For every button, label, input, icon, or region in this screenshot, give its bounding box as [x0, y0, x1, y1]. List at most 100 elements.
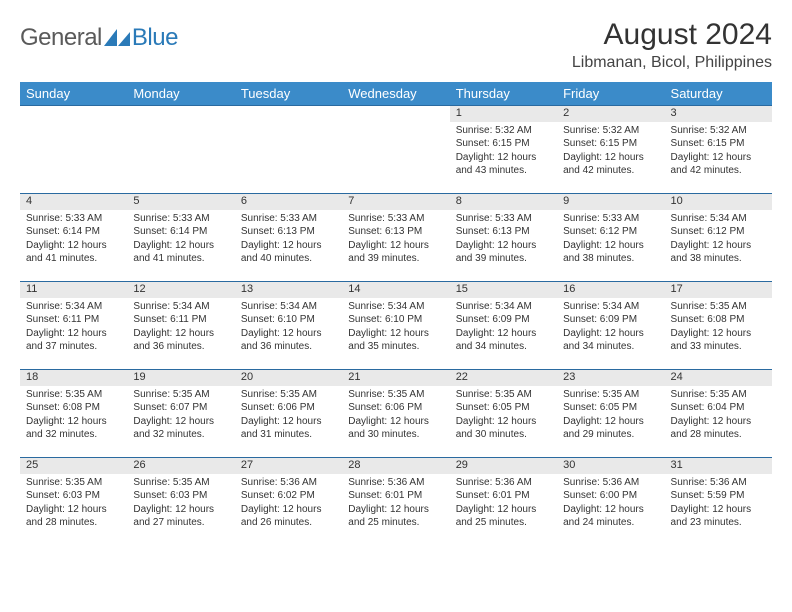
logo-sail-icon: [104, 29, 130, 47]
sunset-line: Sunset: 6:01 PM: [348, 489, 443, 503]
daylight-line: Daylight: 12 hours and 38 minutes.: [563, 239, 658, 266]
daylight-line: Daylight: 12 hours and 42 minutes.: [563, 151, 658, 178]
day-number-cell: 7: [342, 194, 449, 210]
weekday-header: Saturday: [665, 82, 772, 106]
day-number-cell: 18: [20, 370, 127, 386]
day-number-cell: 14: [342, 282, 449, 298]
sunset-line: Sunset: 6:11 PM: [26, 313, 121, 327]
daylight-line: Daylight: 12 hours and 33 minutes.: [671, 327, 766, 354]
day-number-cell: 26: [127, 458, 234, 474]
day-content-cell: Sunrise: 5:33 AMSunset: 6:13 PMDaylight:…: [235, 210, 342, 282]
day-number-cell: 28: [342, 458, 449, 474]
daylight-line: Daylight: 12 hours and 36 minutes.: [241, 327, 336, 354]
day-content-cell: Sunrise: 5:34 AMSunset: 6:10 PMDaylight:…: [235, 298, 342, 370]
sunrise-line: Sunrise: 5:33 AM: [348, 212, 443, 226]
sunrise-line: Sunrise: 5:34 AM: [26, 300, 121, 314]
daylight-line: Daylight: 12 hours and 30 minutes.: [348, 415, 443, 442]
sunrise-line: Sunrise: 5:36 AM: [671, 476, 766, 490]
sunset-line: Sunset: 6:09 PM: [456, 313, 551, 327]
daylight-line: Daylight: 12 hours and 25 minutes.: [348, 503, 443, 530]
sunrise-line: Sunrise: 5:36 AM: [563, 476, 658, 490]
day-content-cell: Sunrise: 5:34 AMSunset: 6:11 PMDaylight:…: [127, 298, 234, 370]
daylight-line: Daylight: 12 hours and 38 minutes.: [671, 239, 766, 266]
sunset-line: Sunset: 6:06 PM: [348, 401, 443, 415]
day-content-cell: Sunrise: 5:34 AMSunset: 6:11 PMDaylight:…: [20, 298, 127, 370]
day-content-cell: [235, 122, 342, 194]
sunrise-line: Sunrise: 5:35 AM: [348, 388, 443, 402]
day-number-cell: 24: [665, 370, 772, 386]
day-content-row: Sunrise: 5:33 AMSunset: 6:14 PMDaylight:…: [20, 210, 772, 282]
sunrise-line: Sunrise: 5:35 AM: [133, 476, 228, 490]
sunrise-line: Sunrise: 5:34 AM: [563, 300, 658, 314]
sunset-line: Sunset: 6:09 PM: [563, 313, 658, 327]
sunset-line: Sunset: 6:14 PM: [133, 225, 228, 239]
sunrise-line: Sunrise: 5:32 AM: [671, 124, 766, 138]
day-number-cell: 8: [450, 194, 557, 210]
logo-text-blue: Blue: [132, 24, 178, 52]
sunrise-line: Sunrise: 5:35 AM: [26, 476, 121, 490]
day-number-cell: 21: [342, 370, 449, 386]
day-number-cell: 15: [450, 282, 557, 298]
day-number-cell: 25: [20, 458, 127, 474]
day-number-cell: 4: [20, 194, 127, 210]
daylight-line: Daylight: 12 hours and 39 minutes.: [348, 239, 443, 266]
day-content-cell: Sunrise: 5:35 AMSunset: 6:07 PMDaylight:…: [127, 386, 234, 458]
daylight-line: Daylight: 12 hours and 35 minutes.: [348, 327, 443, 354]
weekday-header: Tuesday: [235, 82, 342, 106]
sunrise-line: Sunrise: 5:35 AM: [456, 388, 551, 402]
day-number-cell: 9: [557, 194, 664, 210]
daylight-line: Daylight: 12 hours and 24 minutes.: [563, 503, 658, 530]
calendar-table: Sunday Monday Tuesday Wednesday Thursday…: [20, 82, 772, 546]
daylight-line: Daylight: 12 hours and 23 minutes.: [671, 503, 766, 530]
sunrise-line: Sunrise: 5:34 AM: [456, 300, 551, 314]
day-content-cell: Sunrise: 5:33 AMSunset: 6:14 PMDaylight:…: [20, 210, 127, 282]
sunset-line: Sunset: 6:15 PM: [456, 137, 551, 151]
sunset-line: Sunset: 6:04 PM: [671, 401, 766, 415]
daylight-line: Daylight: 12 hours and 40 minutes.: [241, 239, 336, 266]
sunrise-line: Sunrise: 5:33 AM: [133, 212, 228, 226]
day-number-cell: [20, 106, 127, 122]
weekday-header-row: Sunday Monday Tuesday Wednesday Thursday…: [20, 82, 772, 106]
sunrise-line: Sunrise: 5:35 AM: [671, 388, 766, 402]
sunset-line: Sunset: 6:00 PM: [563, 489, 658, 503]
sunset-line: Sunset: 6:07 PM: [133, 401, 228, 415]
daylight-line: Daylight: 12 hours and 31 minutes.: [241, 415, 336, 442]
day-number-cell: [127, 106, 234, 122]
daylight-line: Daylight: 12 hours and 41 minutes.: [133, 239, 228, 266]
day-number-cell: [235, 106, 342, 122]
sunrise-line: Sunrise: 5:35 AM: [26, 388, 121, 402]
daylight-line: Daylight: 12 hours and 29 minutes.: [563, 415, 658, 442]
day-number-cell: 22: [450, 370, 557, 386]
daylight-line: Daylight: 12 hours and 41 minutes.: [26, 239, 121, 266]
day-content-cell: Sunrise: 5:34 AMSunset: 6:09 PMDaylight:…: [557, 298, 664, 370]
sunset-line: Sunset: 6:15 PM: [671, 137, 766, 151]
sunrise-line: Sunrise: 5:36 AM: [348, 476, 443, 490]
daylight-line: Daylight: 12 hours and 37 minutes.: [26, 327, 121, 354]
weekday-header: Monday: [127, 82, 234, 106]
day-number-cell: 13: [235, 282, 342, 298]
weekday-header: Thursday: [450, 82, 557, 106]
day-content-cell: Sunrise: 5:36 AMSunset: 6:02 PMDaylight:…: [235, 474, 342, 546]
sunset-line: Sunset: 6:08 PM: [26, 401, 121, 415]
day-content-cell: Sunrise: 5:32 AMSunset: 6:15 PMDaylight:…: [450, 122, 557, 194]
sunset-line: Sunset: 6:08 PM: [671, 313, 766, 327]
day-content-row: Sunrise: 5:35 AMSunset: 6:08 PMDaylight:…: [20, 386, 772, 458]
daylight-line: Daylight: 12 hours and 36 minutes.: [133, 327, 228, 354]
day-content-row: Sunrise: 5:32 AMSunset: 6:15 PMDaylight:…: [20, 122, 772, 194]
daylight-line: Daylight: 12 hours and 26 minutes.: [241, 503, 336, 530]
location: Libmanan, Bicol, Philippines: [572, 54, 772, 72]
sunrise-line: Sunrise: 5:34 AM: [671, 212, 766, 226]
sunset-line: Sunset: 6:05 PM: [456, 401, 551, 415]
sunrise-line: Sunrise: 5:35 AM: [563, 388, 658, 402]
sunrise-line: Sunrise: 5:33 AM: [456, 212, 551, 226]
daynum-row: 123: [20, 106, 772, 122]
day-number-cell: 17: [665, 282, 772, 298]
sunset-line: Sunset: 6:03 PM: [133, 489, 228, 503]
day-number-cell: 3: [665, 106, 772, 122]
daylight-line: Daylight: 12 hours and 32 minutes.: [133, 415, 228, 442]
day-content-cell: Sunrise: 5:36 AMSunset: 6:01 PMDaylight:…: [450, 474, 557, 546]
sunrise-line: Sunrise: 5:36 AM: [241, 476, 336, 490]
sunset-line: Sunset: 6:10 PM: [241, 313, 336, 327]
sunrise-line: Sunrise: 5:34 AM: [348, 300, 443, 314]
daylight-line: Daylight: 12 hours and 32 minutes.: [26, 415, 121, 442]
